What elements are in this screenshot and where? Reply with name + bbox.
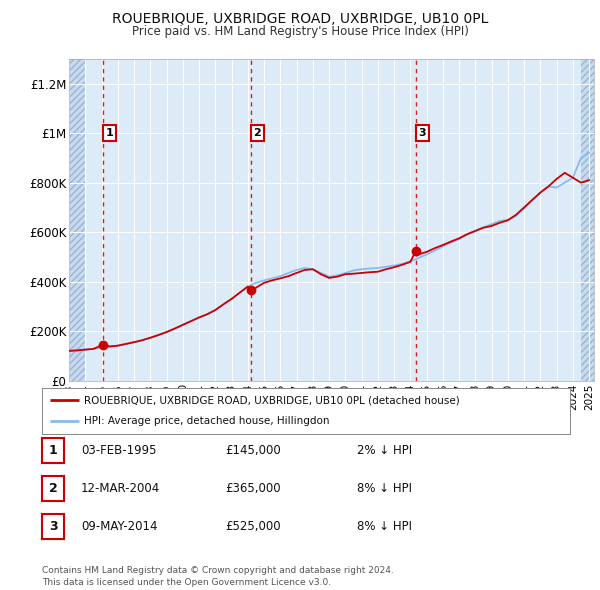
Text: 2: 2	[254, 128, 261, 138]
Text: HPI: Average price, detached house, Hillingdon: HPI: Average price, detached house, Hill…	[84, 416, 330, 426]
Text: £145,000: £145,000	[225, 444, 281, 457]
Text: 2% ↓ HPI: 2% ↓ HPI	[357, 444, 412, 457]
Text: 12-MAR-2004: 12-MAR-2004	[81, 482, 160, 495]
Polygon shape	[69, 59, 85, 381]
Text: 3: 3	[49, 520, 58, 533]
Text: 8% ↓ HPI: 8% ↓ HPI	[357, 482, 412, 495]
Text: £525,000: £525,000	[225, 520, 281, 533]
Text: 2: 2	[49, 482, 58, 495]
Text: 03-FEB-1995: 03-FEB-1995	[81, 444, 157, 457]
Text: 8% ↓ HPI: 8% ↓ HPI	[357, 520, 412, 533]
Text: Price paid vs. HM Land Registry's House Price Index (HPI): Price paid vs. HM Land Registry's House …	[131, 25, 469, 38]
Text: Contains HM Land Registry data © Crown copyright and database right 2024.
This d: Contains HM Land Registry data © Crown c…	[42, 566, 394, 587]
Text: ROUEBRIQUE, UXBRIDGE ROAD, UXBRIDGE, UB10 0PL (detached house): ROUEBRIQUE, UXBRIDGE ROAD, UXBRIDGE, UB1…	[84, 395, 460, 405]
Text: 09-MAY-2014: 09-MAY-2014	[81, 520, 157, 533]
Text: £365,000: £365,000	[225, 482, 281, 495]
Text: 1: 1	[49, 444, 58, 457]
Text: ROUEBRIQUE, UXBRIDGE ROAD, UXBRIDGE, UB10 0PL: ROUEBRIQUE, UXBRIDGE ROAD, UXBRIDGE, UB1…	[112, 12, 488, 26]
Polygon shape	[581, 59, 594, 381]
Text: 1: 1	[106, 128, 113, 138]
Text: 3: 3	[419, 128, 427, 138]
